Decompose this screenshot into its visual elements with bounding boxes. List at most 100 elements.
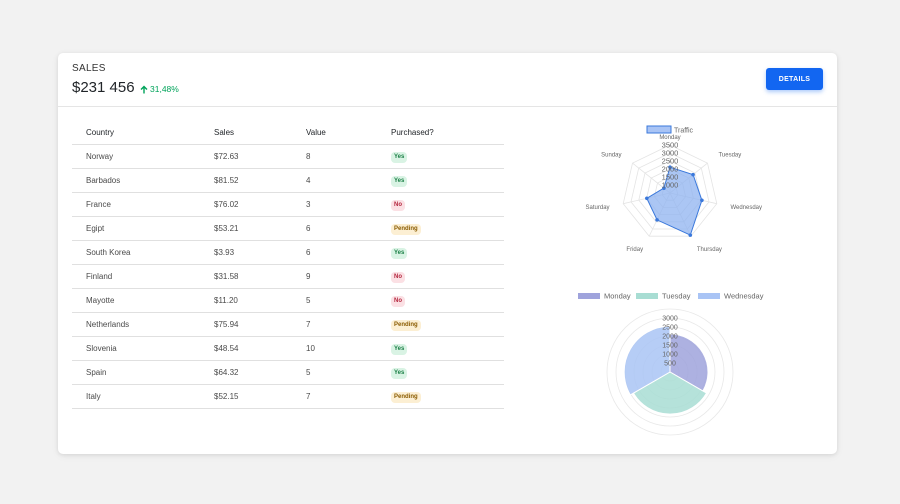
radar-grid-ring <box>630 152 710 230</box>
country-cell: Slovenia <box>72 336 200 361</box>
table-header-row: Country Sales Value Purchased? <box>72 121 504 145</box>
table-row: Mayotte $11.20 5 No <box>72 288 504 313</box>
country-cell: Spain <box>72 360 200 385</box>
column-header-country: Country <box>72 121 200 145</box>
radar-point <box>668 165 672 170</box>
radar-axis-label: Tuesday <box>718 152 741 158</box>
status-badge: No <box>391 271 405 283</box>
country-cell: Finland <box>72 264 200 289</box>
charts-area: Traffic100015002000250030003500MondayTue… <box>578 125 764 436</box>
radar-axis-label: Thursday <box>697 247 722 253</box>
country-cell: Norway <box>72 144 200 169</box>
radar-tick-label: 2500 <box>662 157 679 166</box>
purchased-cell: Pending <box>377 312 504 337</box>
radar-legend-label: Traffic <box>674 128 694 135</box>
radar-point <box>688 233 693 237</box>
details-button[interactable]: DETAILS <box>766 68 823 90</box>
column-header-purchased: Purchased? <box>377 121 504 145</box>
purchased-cell: Yes <box>377 336 504 361</box>
sales-cell: $11.20 <box>200 288 292 313</box>
value-cell: 6 <box>292 240 377 265</box>
table-row: Spain $64.32 5 Yes <box>72 360 504 385</box>
sales-cell: $31.58 <box>200 264 292 289</box>
polar-segment <box>623 325 671 396</box>
radar-series-area <box>646 166 703 236</box>
sales-cell: $53.21 <box>200 216 292 241</box>
sales-cell: $48.54 <box>200 336 292 361</box>
purchased-cell: No <box>377 264 504 289</box>
radar-point <box>700 198 704 203</box>
sales-cell: $64.32 <box>200 360 292 385</box>
sales-cell: $52.15 <box>200 384 292 409</box>
growth-value: 31,48% <box>150 84 179 94</box>
radar-grid-ring <box>622 144 718 237</box>
polar-tick-label: 3000 <box>662 316 678 323</box>
status-badge: Yes <box>391 175 408 187</box>
radar-axis-label: Wednesday <box>730 205 762 211</box>
sales-cell: $76.02 <box>200 192 292 217</box>
growth-indicator: 31,48% <box>140 84 179 94</box>
purchased-cell: Pending <box>377 216 504 241</box>
table-row: Finland $31.58 9 No <box>72 264 504 289</box>
status-badge: Yes <box>391 367 408 379</box>
polar-tick-label: 500 <box>664 361 676 368</box>
table-row: South Korea $3.93 6 Yes <box>72 240 504 265</box>
purchased-cell: Yes <box>377 144 504 169</box>
purchased-cell: Yes <box>377 360 504 385</box>
polar-tick-label: 2000 <box>662 334 678 341</box>
purchased-cell: No <box>377 288 504 313</box>
table-row: Italy $52.15 7 Pending <box>72 384 504 409</box>
radar-point <box>662 186 666 190</box>
status-badge: Yes <box>391 247 408 259</box>
sales-table: Country Sales Value Purchased? Norway $72… <box>72 121 504 409</box>
polar-tick-label: 1500 <box>662 343 678 350</box>
status-badge: Pending <box>391 223 421 235</box>
radar-axis-label: Friday <box>626 247 643 253</box>
column-header-value: Value <box>292 121 377 145</box>
value-cell: 8 <box>292 144 377 169</box>
polar-legend-label: Monday <box>604 292 631 301</box>
radar-axis-label: Saturday <box>586 205 610 211</box>
status-badge: Yes <box>391 151 408 163</box>
polar-segment <box>632 371 708 415</box>
polar-legend-label: Wednesday <box>724 292 764 301</box>
country-cell: Egipt <box>72 216 200 241</box>
table-row: France $76.02 3 No <box>72 192 504 217</box>
polar-grid-ring <box>615 317 725 427</box>
status-badge: Pending <box>391 391 421 403</box>
purchased-cell: Pending <box>377 384 504 409</box>
country-cell: France <box>72 192 200 217</box>
radar-point <box>645 196 649 201</box>
polar-grid-ring <box>606 308 734 436</box>
radar-point <box>691 172 695 177</box>
polar-segment <box>669 333 709 392</box>
arrow-up-icon <box>140 85 148 93</box>
sales-amount: $231 456 <box>72 79 135 96</box>
value-cell: 6 <box>292 216 377 241</box>
country-cell: Netherlands <box>72 312 200 337</box>
status-badge: No <box>391 295 405 307</box>
table-row: Netherlands $75.94 7 Pending <box>72 312 504 337</box>
value-cell: 10 <box>292 336 377 361</box>
radar-point <box>655 218 659 222</box>
radar-tick-label: 3500 <box>662 141 679 150</box>
sales-cell: $75.94 <box>200 312 292 337</box>
country-cell: Italy <box>72 384 200 409</box>
table-row: Norway $72.63 8 Yes <box>72 144 504 169</box>
sales-card: SALES $231 456 31,48% DETAILS Country Sa… <box>58 53 837 454</box>
card-title: SALES <box>72 63 106 74</box>
polar-legend-swatch <box>698 293 720 299</box>
radar-tick-label: 1500 <box>662 173 679 182</box>
radar-axis-label: Monday <box>659 135 680 141</box>
value-cell: 7 <box>292 312 377 337</box>
sales-cell: $3.93 <box>200 240 292 265</box>
table-row: Slovenia $48.54 10 Yes <box>72 336 504 361</box>
table-row: Barbados $81.52 4 Yes <box>72 168 504 193</box>
polar-tick-label: 2500 <box>662 325 678 332</box>
sales-cell: $81.52 <box>200 168 292 193</box>
radar-tick-label: 1000 <box>662 181 679 190</box>
radar-legend-swatch <box>646 125 672 134</box>
value-cell: 7 <box>292 384 377 409</box>
polar-legend-label: Tuesday <box>662 292 691 301</box>
radar-axis-label: Sunday <box>601 152 621 158</box>
